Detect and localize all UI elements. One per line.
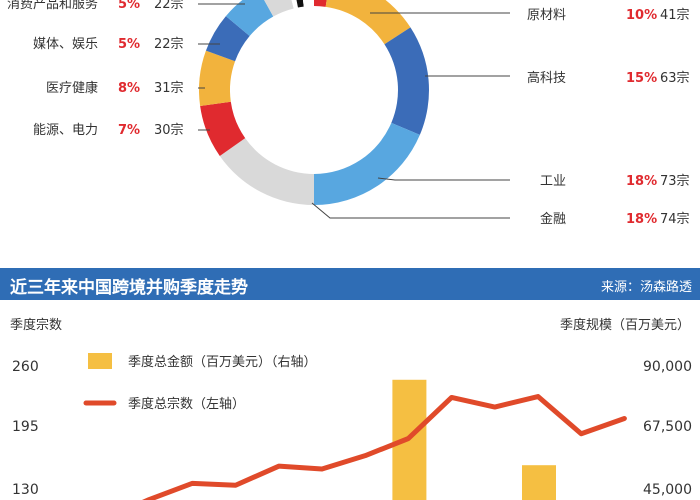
label-percent: 10% (626, 8, 657, 23)
label-percent: 18% (626, 174, 657, 189)
left-tick-label: 195 (12, 419, 39, 435)
label-count: 22宗 (154, 0, 184, 12)
label-percent: 7% (118, 123, 140, 138)
donut-segment-7 (205, 16, 250, 62)
donut-segment-12 (302, 0, 314, 7)
label-count: 41宗 (660, 7, 690, 23)
donut-segment-1 (325, 0, 411, 45)
label-count: 22宗 (154, 36, 184, 52)
donut-segment-4 (219, 138, 314, 205)
source-note: 来源：汤森路透 (600, 280, 692, 295)
donut-segment-9 (264, 0, 294, 17)
label-name: 原材料 (527, 8, 566, 23)
donut-segment-8 (225, 0, 274, 37)
legend-label-amount: 季度总金额（百万美元）（右轴） (128, 354, 317, 370)
label-percent: 5% (118, 37, 140, 52)
label-name: 工业 (540, 174, 566, 189)
leader-line-right-2 (377, 177, 510, 181)
label-count: 63宗 (660, 70, 690, 86)
legend-label-count: 季度总宗数（左轴） (128, 396, 245, 412)
label-name: 能源、电力 (33, 123, 98, 138)
donut-segment-5 (200, 101, 246, 156)
label-percent: 5% (118, 0, 140, 12)
right-tick-label: 90,000 (643, 359, 692, 375)
leader-line-right-3 (311, 202, 510, 219)
quarterly-trend-chart: 季度宗数 季度规模（百万美元） 260 195 130 90,000 67,500 45,00… (10, 317, 692, 500)
donut-segment-0 (314, 0, 327, 7)
legend-swatch-amount (88, 353, 112, 369)
label-name: 媒体、娱乐 (33, 37, 98, 52)
label-name: 高科技 (527, 70, 566, 86)
label-count: 74宗 (660, 211, 690, 227)
label-count: 30宗 (154, 122, 184, 138)
label-name: 医疗健康 (46, 80, 98, 96)
left-axis-title: 季度宗数 (10, 317, 62, 333)
left-tick-label: 130 (12, 482, 39, 498)
label-percent: 15% (626, 71, 657, 86)
industry-donut-chart (199, 0, 429, 205)
label-count: 73宗 (660, 173, 690, 189)
right-axis-title: 季度规模（百万美元） (560, 317, 690, 333)
bar-1 (522, 465, 556, 500)
section-title: 近三年来中国跨境并购季度走势 (10, 278, 248, 298)
right-tick-label: 67,500 (643, 419, 692, 435)
donut-segment-6 (199, 50, 236, 107)
donut-segment-10 (291, 0, 298, 9)
label-name: 消费产品和服务 (7, 0, 98, 12)
left-tick-label: 260 (12, 359, 39, 375)
donut-segment-2 (384, 27, 429, 135)
label-percent: 18% (626, 212, 657, 227)
label-count: 31宗 (154, 80, 184, 96)
donut-segment-3 (314, 122, 420, 205)
right-tick-label: 45,000 (643, 482, 692, 498)
label-percent: 8% (118, 81, 140, 96)
donut-segment-11 (296, 0, 304, 8)
label-name: 金融 (540, 211, 566, 227)
section-banner: 近三年来中国跨境并购季度走势 来源：汤森路透 (0, 268, 700, 300)
